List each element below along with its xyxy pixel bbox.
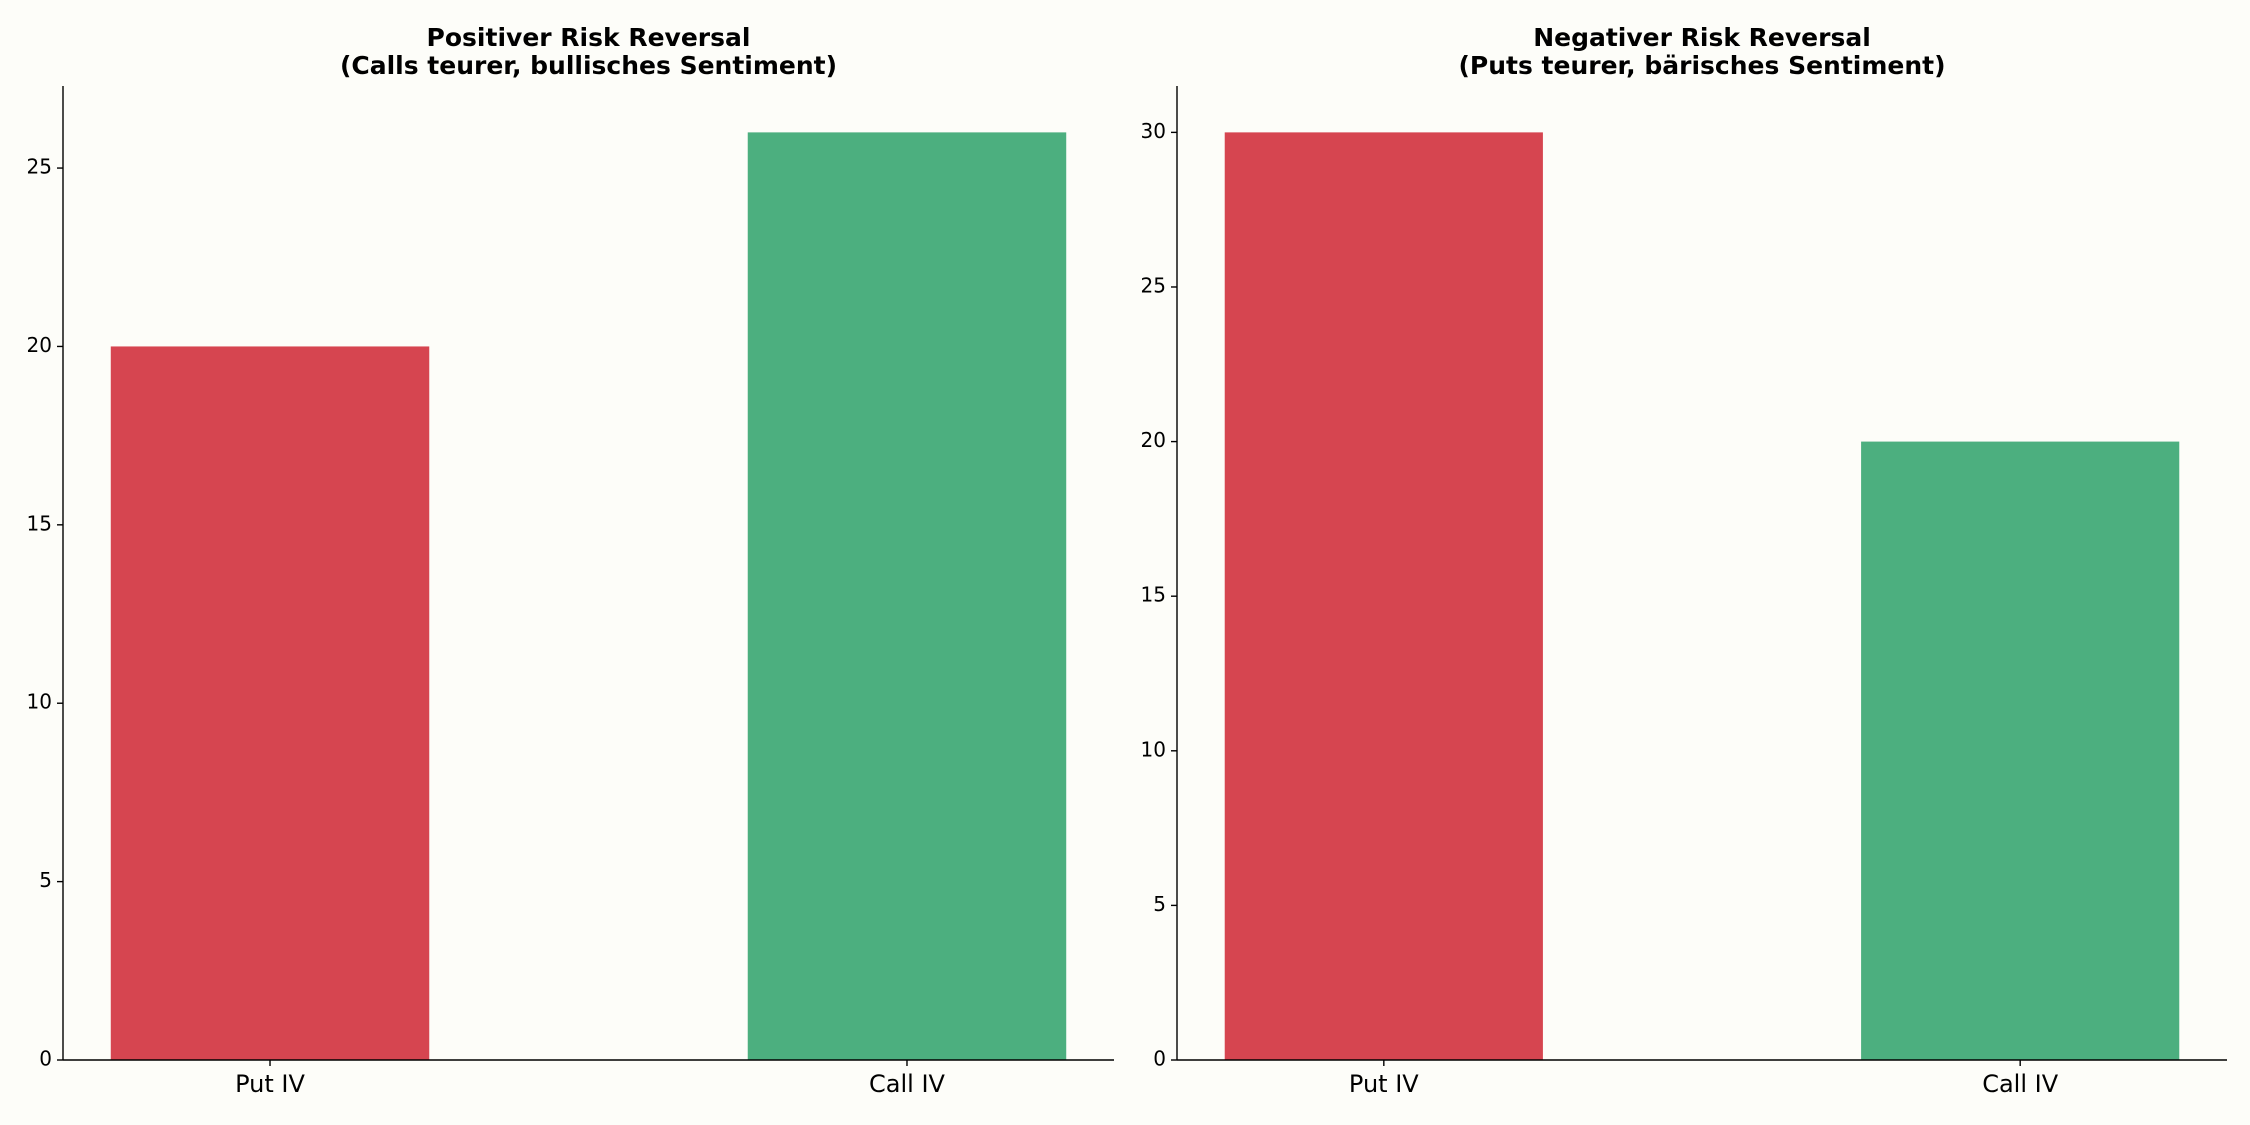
bar <box>1224 132 1543 1060</box>
x-tick-label: Call IV <box>1982 1070 2059 1098</box>
y-tick-label: 0 <box>39 1047 52 1071</box>
bar <box>1861 441 2180 1061</box>
y-tick-label: 30 <box>1141 119 1166 143</box>
chart-title: Negativer Risk Reversal (Puts teurer, bä… <box>1458 23 1946 80</box>
x-tick-label: Put IV <box>235 1070 305 1098</box>
bar <box>110 346 430 1060</box>
y-tick-label: 10 <box>27 690 52 714</box>
chart-title: Positiver Risk Reversal (Calls teurer, b… <box>339 23 838 80</box>
y-tick-label: 20 <box>27 333 52 357</box>
y-tick-label: 20 <box>1141 428 1166 452</box>
y-tick-label: 5 <box>1153 892 1166 916</box>
x-tick-label: Put IV <box>1349 1070 1419 1098</box>
y-tick-label: 0 <box>1153 1047 1166 1071</box>
y-tick-label: 25 <box>1141 273 1166 297</box>
y-tick-label: 10 <box>1141 737 1166 761</box>
y-tick-label: 5 <box>39 868 52 892</box>
x-tick-label: Call IV <box>869 1070 946 1098</box>
bar <box>747 132 1067 1060</box>
y-tick-label: 15 <box>27 511 52 535</box>
y-tick-label: 15 <box>1141 583 1166 607</box>
y-tick-label: 25 <box>27 155 52 179</box>
